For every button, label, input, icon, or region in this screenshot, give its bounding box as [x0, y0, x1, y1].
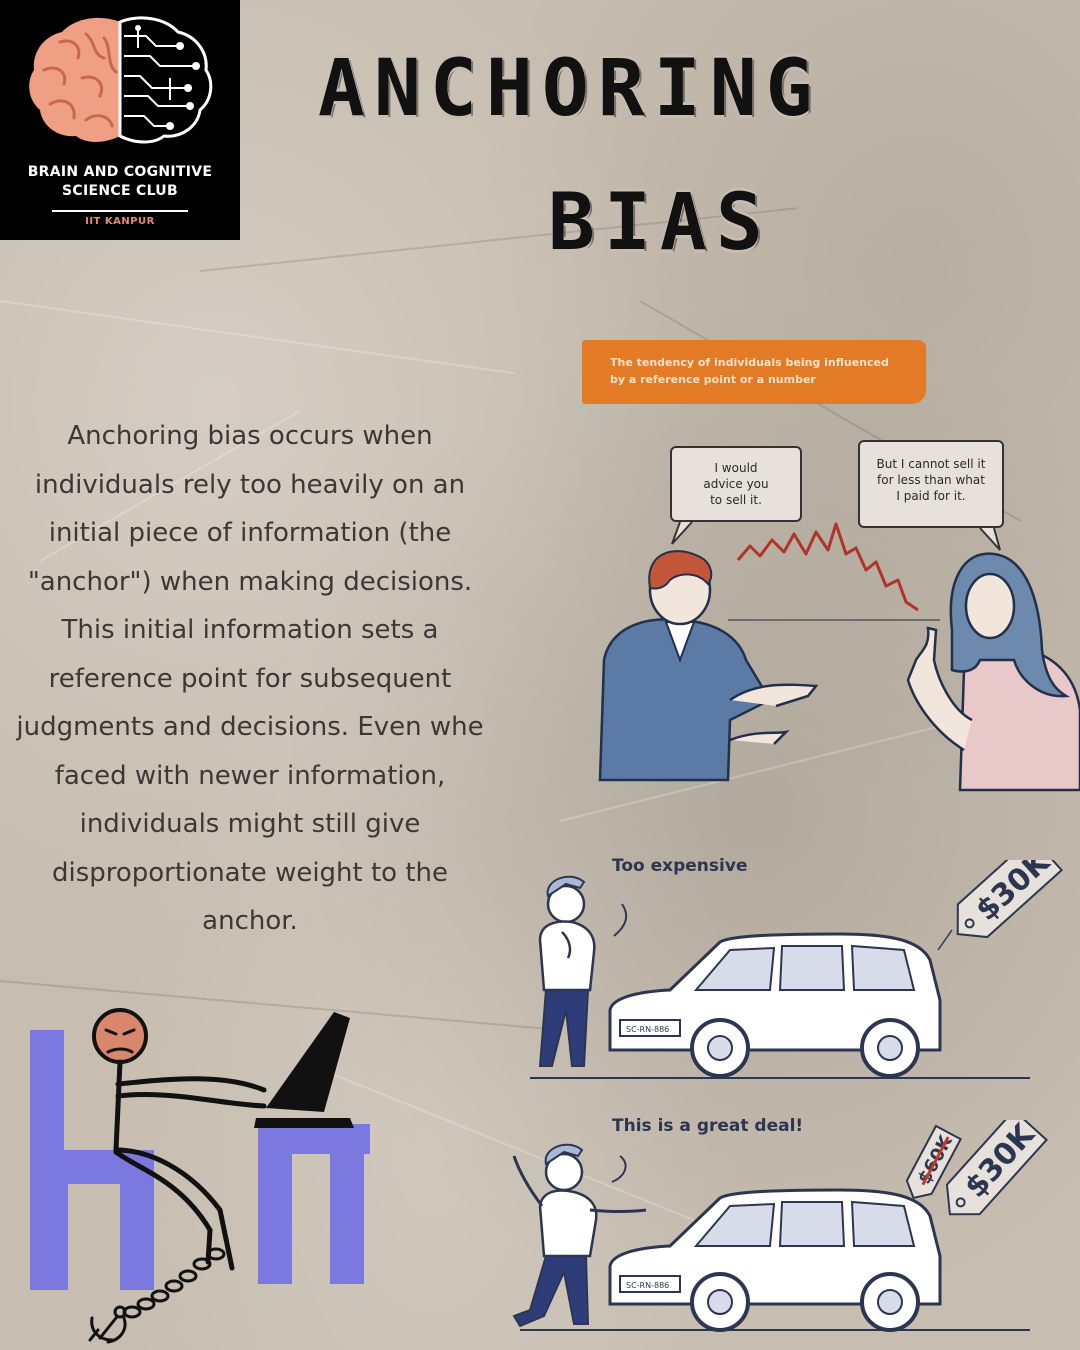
logo-divider — [52, 210, 188, 212]
body-line: judgments and decisions. Even whe — [16, 712, 484, 742]
body-line: Anchoring bias occurs when — [67, 421, 433, 451]
price-tag-icon: $30K — [956, 860, 1064, 939]
bubble-line: to sell it. — [710, 493, 762, 507]
license-plate: SC-RN-886 — [626, 1281, 669, 1290]
chair-icon — [30, 1030, 154, 1290]
seller-speech-bubble: But I cannot sell it for less than what … — [858, 440, 1004, 528]
body-line: individuals rely too heavily on an — [34, 469, 466, 500]
price-tag-text: $30K — [969, 860, 1058, 928]
seller-woman-icon — [906, 552, 1080, 792]
body-line: "anchor") when making decisions. — [27, 566, 473, 597]
body-paragraph: Anchoring bias occurs when individuals r… — [0, 412, 520, 946]
body-line: individuals might still give — [79, 809, 421, 839]
advisor-speech-bubble: I would advice you to sell it. — [670, 446, 802, 522]
bubble-line: advice you — [703, 477, 769, 491]
logo-title-line1: BRAIN AND COGNITIVE — [27, 164, 213, 180]
definition-line2: by a reference point or a number — [610, 373, 816, 386]
car-scene-1-caption: Too expensive — [612, 856, 748, 876]
body-line: initial piece of information (the — [48, 518, 452, 548]
body-line: anchor. — [202, 906, 298, 936]
definition-line1: The tendency of individuals being influe… — [610, 356, 889, 369]
bubble-line: for less than what — [877, 473, 985, 487]
body-line: disproportionate weight to the — [51, 857, 449, 888]
car-scene-2: SC-RN-886 $60K $30K — [512, 1120, 1048, 1332]
logo-title-line2: SCIENCE CLUB — [62, 183, 178, 199]
stock-chart-icon — [728, 522, 940, 621]
title-line1: ANCHORING — [318, 44, 822, 134]
body-line: This initial information sets a — [61, 615, 439, 645]
anchored-person-illustration — [30, 1008, 370, 1344]
license-plate: SC-RN-886 — [626, 1025, 669, 1034]
car-scene-1: SC-RN-886 $30K — [530, 860, 1064, 1079]
club-logo: BRAIN AND COGNITIVE SCIENCE CLUB IIT KAN… — [0, 0, 240, 240]
body-line: reference point for subsequent — [48, 663, 452, 694]
hesitant-buyer-icon — [538, 875, 596, 1067]
happy-buyer-icon — [512, 1143, 647, 1328]
logo-institute: IIT KANPUR — [85, 216, 155, 227]
car-icon: SC-RN-886 — [608, 932, 942, 1078]
bubble-line: I paid for it. — [896, 489, 966, 503]
body-line: faced with newer information, — [54, 760, 446, 791]
car-scene-2-caption: This is a great deal! — [612, 1116, 804, 1136]
desk-icon — [258, 1124, 370, 1284]
anchor-chain-icon — [122, 1247, 226, 1319]
advisor-man-icon — [598, 550, 819, 782]
laptop-icon — [254, 1012, 354, 1128]
stick-figure-icon — [92, 1008, 267, 1271]
definition-box: The tendency of individuals being influe… — [582, 340, 926, 404]
car-icon: SC-RN-886 — [608, 1188, 942, 1332]
anchor-icon — [88, 1305, 127, 1344]
bubble-line: I would — [714, 461, 758, 475]
bubble-line: But I cannot sell it — [876, 457, 986, 471]
brain-circuit-icon — [29, 16, 213, 144]
title-line2: BIAS — [548, 178, 772, 268]
conversation-illustration — [598, 521, 1080, 792]
